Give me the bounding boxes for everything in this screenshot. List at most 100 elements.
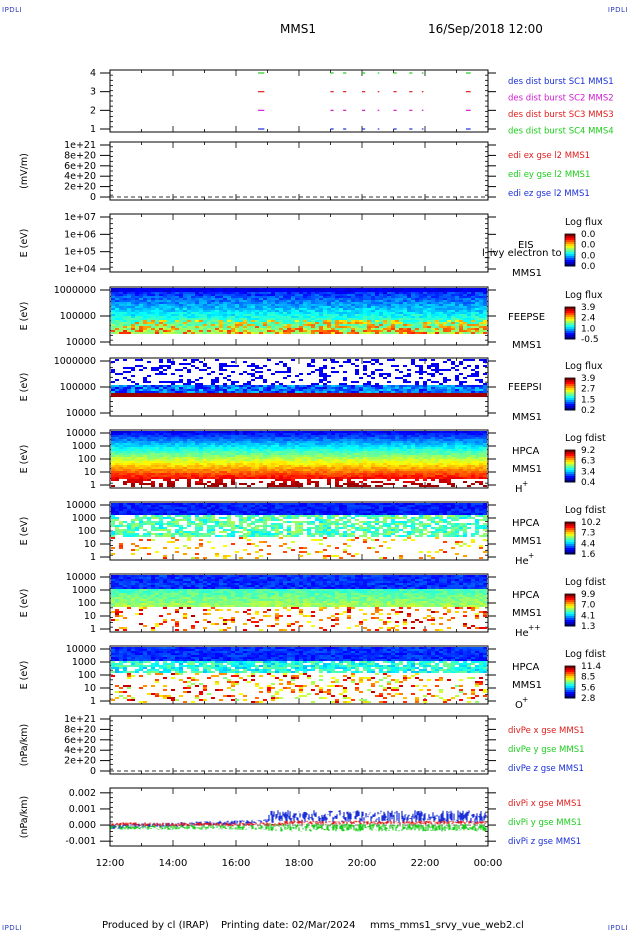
heat-cell	[303, 326, 307, 328]
heat-cell	[407, 375, 411, 377]
heat-cell	[287, 435, 291, 437]
heat-cell	[463, 389, 467, 391]
heat-cell	[191, 296, 195, 298]
heat-cell	[303, 330, 307, 332]
heat-cell	[295, 481, 299, 483]
heat-cell	[399, 292, 403, 294]
heat-cell	[207, 467, 211, 469]
heat-cell	[419, 326, 423, 328]
heat-cell	[431, 387, 435, 389]
heat-cell	[175, 465, 179, 467]
heat-cell	[379, 322, 383, 324]
heat-cell	[159, 449, 163, 451]
heat-cell	[279, 475, 283, 477]
heat-cell	[155, 435, 159, 437]
heat-cell	[179, 431, 183, 433]
heat-cell	[411, 302, 415, 304]
heat-cell	[335, 292, 339, 294]
heat-cell	[127, 385, 131, 387]
heat-cell	[151, 437, 155, 439]
heat-cell	[319, 375, 323, 377]
heat-cell	[359, 393, 363, 395]
heat-cell	[263, 439, 267, 441]
heat-cell	[471, 373, 475, 375]
heat-cell	[115, 461, 119, 463]
heat-cell	[231, 298, 235, 300]
heat-cell	[111, 467, 115, 469]
heat-cell	[123, 377, 127, 379]
heat-cell	[435, 302, 439, 304]
heat-cell	[203, 316, 207, 318]
heat-cell	[239, 471, 243, 473]
heat-cell	[347, 324, 351, 326]
heat-cell	[199, 449, 203, 451]
heat-cell	[471, 369, 475, 371]
heat-cell	[111, 316, 115, 318]
heat-cell	[387, 296, 391, 298]
heat-cell	[483, 393, 487, 395]
heat-cell	[283, 324, 287, 326]
heat-cell	[203, 306, 207, 308]
heat-cell	[163, 373, 167, 375]
heat-cell	[259, 316, 263, 318]
heat-cell	[343, 387, 347, 389]
heat-cell	[175, 314, 179, 316]
heat-cell	[267, 453, 271, 455]
heat-cell	[439, 292, 443, 294]
heat-cell	[143, 300, 147, 302]
heat-cell	[327, 381, 331, 383]
heat-cell	[195, 367, 199, 369]
heat-cell	[263, 302, 267, 304]
heat-cell	[295, 445, 299, 447]
heat-cell	[415, 391, 419, 393]
heat-cell	[255, 445, 259, 447]
heat-cell	[259, 473, 263, 475]
heat-cell	[463, 312, 467, 314]
heat-cell	[207, 296, 211, 298]
heat-cell	[143, 479, 147, 481]
heat-cell	[303, 389, 307, 391]
heat-cell	[195, 383, 199, 385]
heat-cell	[139, 296, 143, 298]
heat-cell	[259, 385, 263, 387]
heat-cell	[127, 294, 131, 296]
heat-cell	[223, 314, 227, 316]
heat-cell	[227, 473, 231, 475]
heat-cell	[275, 363, 279, 365]
heat-cell	[159, 469, 163, 471]
heat-cell	[327, 302, 331, 304]
heat-cell	[187, 320, 191, 322]
heat-cell	[179, 369, 183, 371]
heat-cell	[355, 308, 359, 310]
heat-cell	[319, 473, 323, 475]
heat-cell	[327, 447, 331, 449]
heat-cell	[223, 294, 227, 296]
heat-cell	[403, 304, 407, 306]
heat-cell	[295, 300, 299, 302]
heat-cell	[479, 300, 483, 302]
heat-cell	[191, 332, 195, 334]
heat-cell	[235, 393, 239, 395]
heat-cell	[219, 395, 223, 397]
heat-cell	[391, 306, 395, 308]
heat-cell	[247, 445, 251, 447]
heat-cell	[371, 363, 375, 365]
heat-cell	[223, 377, 227, 379]
heat-cell	[271, 312, 275, 314]
heat-cell	[131, 435, 135, 437]
heat-cell	[247, 318, 251, 320]
heat-cell	[295, 294, 299, 296]
heat-cell	[391, 324, 395, 326]
heat-cell	[407, 324, 411, 326]
heat-cell	[179, 475, 183, 477]
heat-cell	[123, 481, 127, 483]
heat-cell	[223, 385, 227, 387]
heat-cell	[483, 290, 487, 292]
heat-cell	[159, 365, 163, 367]
heat-cell	[271, 477, 275, 479]
heat-cell	[383, 294, 387, 296]
heat-cell	[247, 294, 251, 296]
heat-cell	[127, 308, 131, 310]
heat-cell	[131, 437, 135, 439]
heat-cell	[315, 483, 319, 485]
